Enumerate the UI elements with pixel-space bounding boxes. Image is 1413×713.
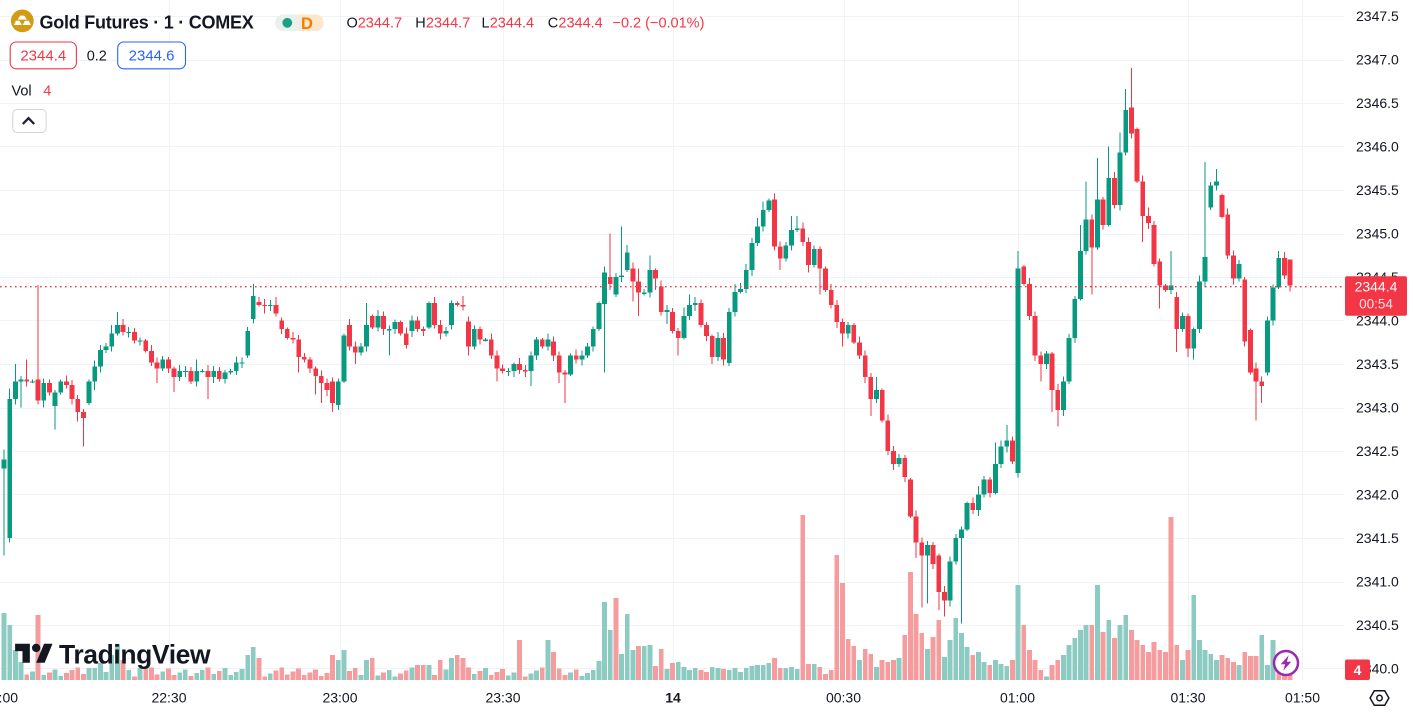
svg-text:O: O xyxy=(347,16,358,32)
svg-text:D: D xyxy=(301,15,313,33)
svg-text:2344.4: 2344.4 xyxy=(20,48,66,65)
svg-text:2347.5: 2347.5 xyxy=(1356,8,1399,24)
svg-text:Vol: Vol xyxy=(12,84,32,100)
svg-text:Gold Futures · 1 · COMEX: Gold Futures · 1 · COMEX xyxy=(40,13,254,33)
svg-text:2343.5: 2343.5 xyxy=(1356,356,1399,372)
svg-text:2346.0: 2346.0 xyxy=(1356,139,1399,155)
svg-text:H: H xyxy=(415,16,425,32)
svg-text:2344.6: 2344.6 xyxy=(129,48,175,65)
svg-text:22:30: 22:30 xyxy=(151,690,186,706)
svg-text:TradingView: TradingView xyxy=(59,640,211,670)
svg-text:2343.0: 2343.0 xyxy=(1356,400,1399,416)
svg-text:01:30: 01:30 xyxy=(1170,690,1205,706)
svg-text:2345.5: 2345.5 xyxy=(1356,182,1399,198)
svg-text:2344.7: 2344.7 xyxy=(358,16,402,32)
svg-text:22:00: 22:00 xyxy=(0,690,18,706)
svg-text:2344.4: 2344.4 xyxy=(1355,279,1398,295)
svg-text:4: 4 xyxy=(1354,662,1362,678)
svg-text:23:00: 23:00 xyxy=(322,690,357,706)
svg-text:2341.0: 2341.0 xyxy=(1356,574,1399,590)
svg-text:2342.5: 2342.5 xyxy=(1356,443,1399,459)
svg-text:14: 14 xyxy=(665,690,681,706)
svg-text:2342.0: 2342.0 xyxy=(1356,487,1399,503)
svg-text:00:30: 00:30 xyxy=(826,690,861,706)
svg-text:2344.4: 2344.4 xyxy=(558,16,602,32)
svg-text:23:30: 23:30 xyxy=(485,690,520,706)
svg-text:L: L xyxy=(482,16,490,32)
svg-text:2344.7: 2344.7 xyxy=(426,16,470,32)
svg-text:2344.0: 2344.0 xyxy=(1356,313,1399,329)
svg-text:2340.5: 2340.5 xyxy=(1356,617,1399,633)
svg-text:−0.2 (−0.01%): −0.2 (−0.01%) xyxy=(613,16,705,32)
svg-text:01:50: 01:50 xyxy=(1285,690,1320,706)
svg-text:2347.0: 2347.0 xyxy=(1356,52,1399,68)
svg-text:0.2: 0.2 xyxy=(87,49,107,65)
svg-text:2345.0: 2345.0 xyxy=(1356,226,1399,242)
svg-text:01:00: 01:00 xyxy=(1000,690,1035,706)
svg-text:2341.5: 2341.5 xyxy=(1356,530,1399,546)
svg-text:2344.4: 2344.4 xyxy=(490,16,534,32)
svg-text:4: 4 xyxy=(43,84,51,100)
svg-text:2346.5: 2346.5 xyxy=(1356,95,1399,111)
svg-text:00:54: 00:54 xyxy=(1359,297,1393,312)
svg-text:C: C xyxy=(548,16,558,32)
